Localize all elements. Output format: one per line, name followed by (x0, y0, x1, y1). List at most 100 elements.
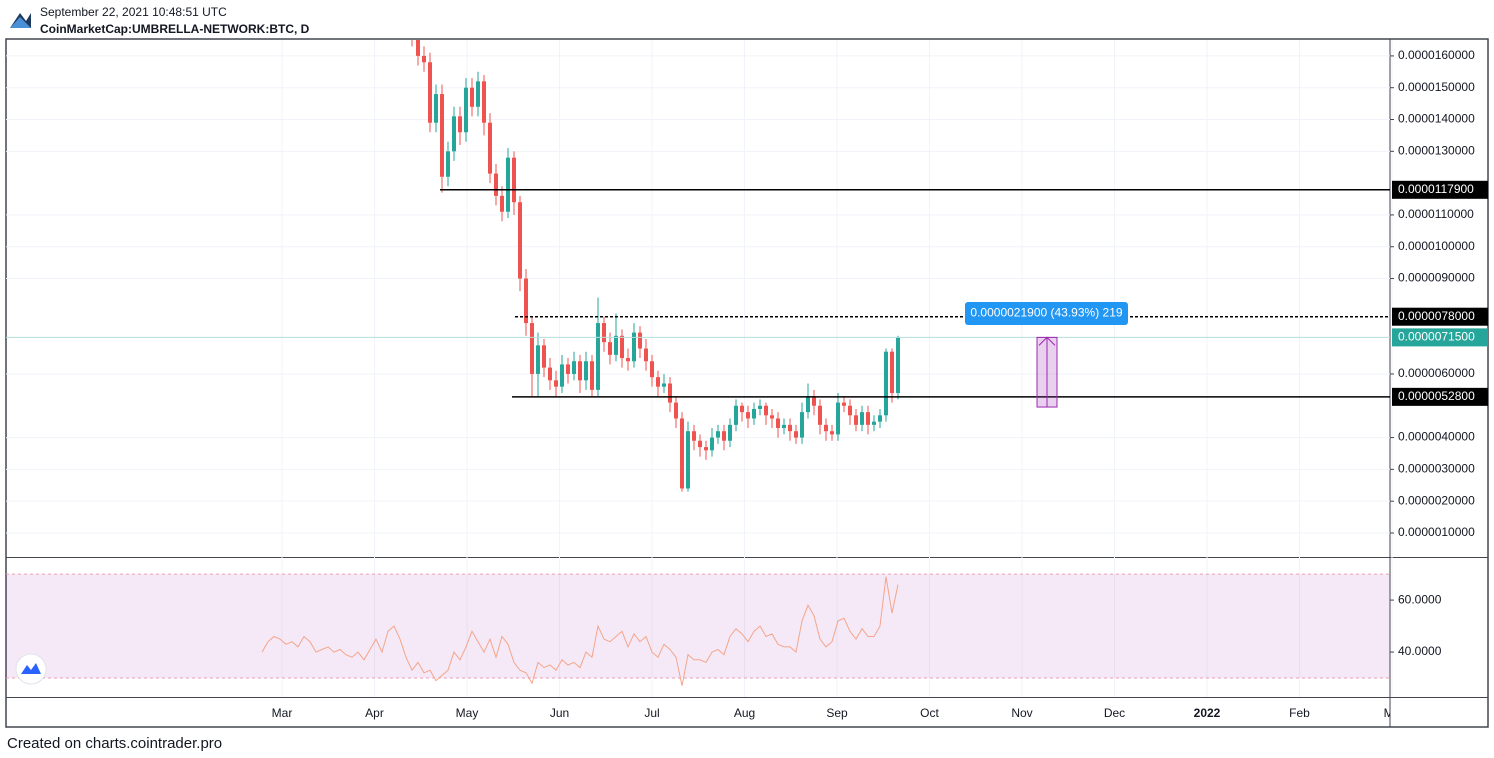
y-tick-label: 0.0000090000 (1398, 271, 1475, 285)
grid (6, 40, 1393, 697)
measure-arrowhead (1038, 336, 1056, 346)
x-tick-label: Aug (734, 706, 755, 720)
rsi-band (6, 574, 1390, 679)
candle-body (422, 55, 426, 63)
level-badge (1392, 180, 1488, 199)
x-tick-label: Apr (365, 706, 384, 720)
x-tick-label: Ma (1384, 706, 1401, 720)
candle-body (728, 424, 732, 441)
candle-body (812, 396, 816, 406)
level-badge (1392, 387, 1488, 406)
candles (411, 40, 900, 492)
candle-body (632, 332, 636, 362)
candle-body (452, 116, 456, 152)
y-tick-label: 0.0000030000 (1398, 462, 1475, 476)
candle-body (608, 342, 612, 355)
rsi-line (261, 576, 899, 686)
candle-body (824, 424, 828, 432)
x-tick-label: Jun (550, 706, 569, 720)
candle-body (830, 431, 834, 435)
y-tick-label: 40.0000 (1398, 644, 1442, 658)
y-tick-label: 0.0000160000 (1398, 48, 1475, 62)
candle-body (770, 415, 774, 419)
y-tick-label: 0.0000100000 (1398, 239, 1475, 253)
candle-body (614, 335, 618, 355)
level-badge (1392, 307, 1488, 326)
candle-body (506, 157, 510, 212)
x-tick-label: 2022 (1194, 706, 1221, 720)
candle-body (464, 87, 468, 133)
y-tick-label: 0.0000060000 (1398, 366, 1475, 380)
candle-body (524, 278, 528, 324)
candle-body (536, 345, 540, 374)
candle-body (890, 351, 894, 394)
y-tick-label: 0.0000010000 (1398, 525, 1475, 539)
measure-label-box (965, 302, 1128, 325)
candle-body (806, 396, 810, 413)
chart-frame (5, 38, 1489, 728)
candle-body (884, 351, 888, 416)
y-tick-label: 0.0000040000 (1398, 430, 1475, 444)
candle-body (722, 431, 726, 441)
candle-body (800, 412, 804, 438)
last-price-label: 0.0000071500 (1398, 330, 1475, 344)
x-tick-label: Sep (826, 706, 848, 720)
candle-body (836, 402, 840, 435)
candle-body (668, 383, 672, 403)
candle-body (758, 405, 762, 409)
candle-body (752, 408, 756, 419)
time-axis: Mar Apr May Jun Jul Aug Sep Oct Nov Dec 2022 Feb Ma (272, 706, 1401, 720)
candle-body (644, 348, 648, 362)
candle-body (542, 345, 546, 368)
candle-body (746, 412, 750, 419)
last-price-badge (1392, 328, 1488, 347)
candle-body (548, 367, 552, 381)
x-tick-label: Jul (644, 706, 659, 720)
candle-body (620, 335, 624, 359)
footer: Created on charts.cointrader.pro (7, 735, 222, 752)
candle-body (458, 116, 462, 133)
candle-body (692, 431, 696, 441)
candle-body (560, 364, 564, 387)
candle-body (446, 151, 450, 177)
candle-body (842, 402, 846, 406)
candle-body (566, 364, 570, 374)
price-axis: 0.0000160000 0.0000150000 0.0000140000 0.00… (1390, 48, 1475, 539)
candle-body (764, 405, 768, 416)
timestamp: September 22, 2021 10:48:51 UTC (40, 5, 227, 19)
candle-body (872, 421, 876, 425)
candle-body (650, 361, 654, 378)
candle-body (848, 405, 852, 416)
candle-body (878, 415, 882, 422)
logo (10, 8, 31, 28)
level-label: 0.0000117900 (1398, 182, 1474, 196)
x-tick-label: May (456, 706, 479, 720)
candle-body (488, 122, 492, 174)
y-tick-label: 0.0000130000 (1398, 143, 1475, 157)
tv-logo (15, 653, 47, 685)
overlays: 0.0000117900 0.0000078000 0.0000052800 0.00… (6, 180, 1488, 408)
x-tick-label: Feb (1289, 706, 1310, 720)
candle-body (500, 195, 504, 212)
candle-body (428, 62, 432, 123)
candle-body (860, 412, 864, 425)
y-tick-label: 0.0000110000 (1398, 207, 1474, 221)
x-tick-label: Oct (920, 706, 939, 720)
level-label: 0.0000052800 (1398, 389, 1475, 403)
candle-body (530, 323, 534, 374)
candle-body (794, 431, 798, 438)
candle-body (674, 402, 678, 419)
candle-body (572, 361, 576, 374)
level-label: 0.0000078000 (1398, 309, 1475, 323)
candle-body (704, 447, 708, 451)
candle-body (578, 361, 582, 381)
candle-body (734, 405, 738, 425)
y-tick-label: 0.0000020000 (1398, 493, 1475, 507)
candle-body (494, 173, 498, 196)
candle-body (818, 405, 822, 425)
candle-body (686, 431, 690, 489)
candle-body (470, 87, 474, 107)
candle-body (476, 81, 480, 107)
candle-body (740, 405, 744, 413)
